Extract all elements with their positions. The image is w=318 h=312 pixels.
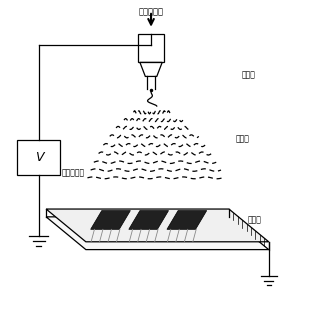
Text: 微量注射泵: 微量注射泵 xyxy=(139,8,163,17)
Text: V: V xyxy=(35,151,43,164)
Text: 鞭动区: 鞭动区 xyxy=(235,134,249,143)
Text: 叉指金电极: 叉指金电极 xyxy=(62,169,85,178)
Polygon shape xyxy=(129,211,169,229)
Text: 纺丝液: 纺丝液 xyxy=(242,71,256,79)
Polygon shape xyxy=(46,217,269,250)
Text: 接收板: 接收板 xyxy=(248,216,262,224)
Polygon shape xyxy=(46,209,269,242)
Polygon shape xyxy=(91,211,130,229)
Polygon shape xyxy=(167,211,207,229)
Bar xyxy=(17,140,60,175)
